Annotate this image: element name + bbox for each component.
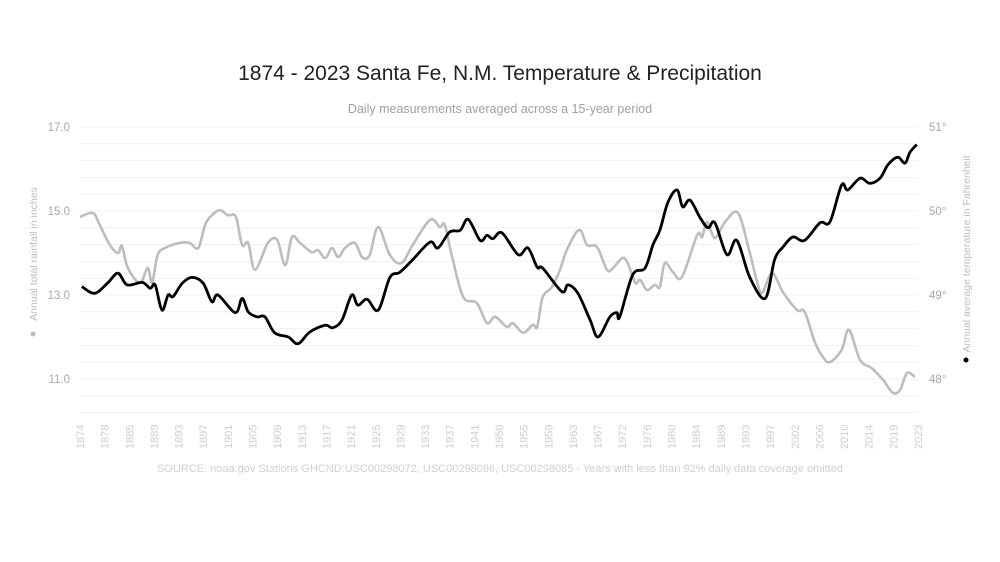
x-tick-label: 2014 bbox=[864, 425, 876, 449]
right-axis-title: Annual average temperature in Fahrenheit bbox=[961, 155, 973, 363]
x-tick-label: 2010 bbox=[839, 425, 851, 449]
temperature-line bbox=[81, 143, 918, 346]
left-tick-label: 17.0 bbox=[48, 122, 70, 134]
left-axis-ticks: 17.0 15.0 13.0 11.0 bbox=[48, 122, 70, 386]
rainfall-line bbox=[79, 208, 916, 395]
x-tick-label: 1950 bbox=[494, 425, 506, 449]
x-tick-label: 1967 bbox=[593, 425, 605, 449]
x-tick-label: 1997 bbox=[765, 425, 777, 449]
x-tick-label: 1937 bbox=[445, 425, 457, 449]
x-tick-label: 1933 bbox=[420, 425, 432, 449]
x-tick-label: 1989 bbox=[716, 425, 728, 449]
x-tick-label: 2023 bbox=[913, 425, 925, 449]
x-tick-label: 1885 bbox=[124, 425, 136, 449]
x-tick-label: 1993 bbox=[740, 425, 752, 449]
x-tick-label: 1972 bbox=[617, 425, 629, 449]
x-tick-label: 1925 bbox=[371, 425, 383, 449]
x-tick-label: 1905 bbox=[248, 425, 260, 449]
x-axis-ticks: 1874 1878 1885 1889 1893 1897 1901 1905 1909 1913… bbox=[75, 425, 925, 449]
x-tick-label: 1901 bbox=[223, 425, 235, 449]
left-tick-label: 13.0 bbox=[48, 290, 70, 302]
temperature-legend-dot-icon bbox=[963, 357, 969, 363]
left-tick-label: 15.0 bbox=[48, 206, 70, 218]
gridlines bbox=[80, 126, 918, 414]
series-lines bbox=[79, 143, 918, 395]
x-tick-label: 1874 bbox=[75, 425, 87, 449]
x-tick-label: 2006 bbox=[814, 425, 826, 449]
x-tick-label: 1929 bbox=[395, 425, 407, 449]
x-tick-label: 1963 bbox=[568, 425, 580, 449]
x-tick-label: 1909 bbox=[272, 425, 284, 449]
chart-title: 1874 - 2023 Santa Fe, N.M. Temperature &… bbox=[238, 62, 762, 85]
source-note: SOURCE: noaa.gov Stations GHCND:USC00298… bbox=[156, 463, 844, 475]
x-tick-label: 1897 bbox=[198, 425, 210, 449]
x-tick-label: 1921 bbox=[346, 425, 358, 449]
rainfall-legend-dot-icon bbox=[30, 331, 36, 337]
x-tick-label: 1976 bbox=[642, 425, 654, 449]
x-tick-label: 1889 bbox=[149, 425, 161, 449]
x-tick-label: 2002 bbox=[790, 425, 802, 449]
x-tick-label: 1878 bbox=[100, 425, 112, 449]
x-tick-label: 1941 bbox=[469, 425, 481, 449]
left-axis-title: Annual total rainfall in inches bbox=[28, 187, 40, 337]
right-axis-label: Annual average temperature in Fahrenheit bbox=[961, 155, 973, 352]
x-tick-label: 1917 bbox=[321, 425, 333, 449]
left-tick-label: 11.0 bbox=[48, 374, 70, 386]
x-tick-label: 1984 bbox=[691, 425, 703, 449]
x-tick-label: 2019 bbox=[888, 425, 900, 449]
x-tick-label: 1959 bbox=[543, 425, 555, 449]
right-tick-label: 48° bbox=[929, 374, 946, 386]
left-axis-label: Annual total rainfall in inches bbox=[28, 187, 40, 321]
right-tick-label: 51° bbox=[929, 122, 946, 134]
right-tick-label: 49° bbox=[929, 290, 946, 302]
x-tick-label: 1893 bbox=[174, 425, 186, 449]
chart-subtitle: Daily measurements averaged across a 15-… bbox=[347, 102, 653, 116]
x-tick-label: 1913 bbox=[297, 425, 309, 449]
right-tick-label: 50° bbox=[929, 206, 946, 218]
x-tick-label: 1955 bbox=[519, 425, 531, 449]
right-axis-ticks: 51° 50° 49° 48° bbox=[929, 122, 946, 386]
x-tick-label: 1980 bbox=[667, 425, 679, 449]
